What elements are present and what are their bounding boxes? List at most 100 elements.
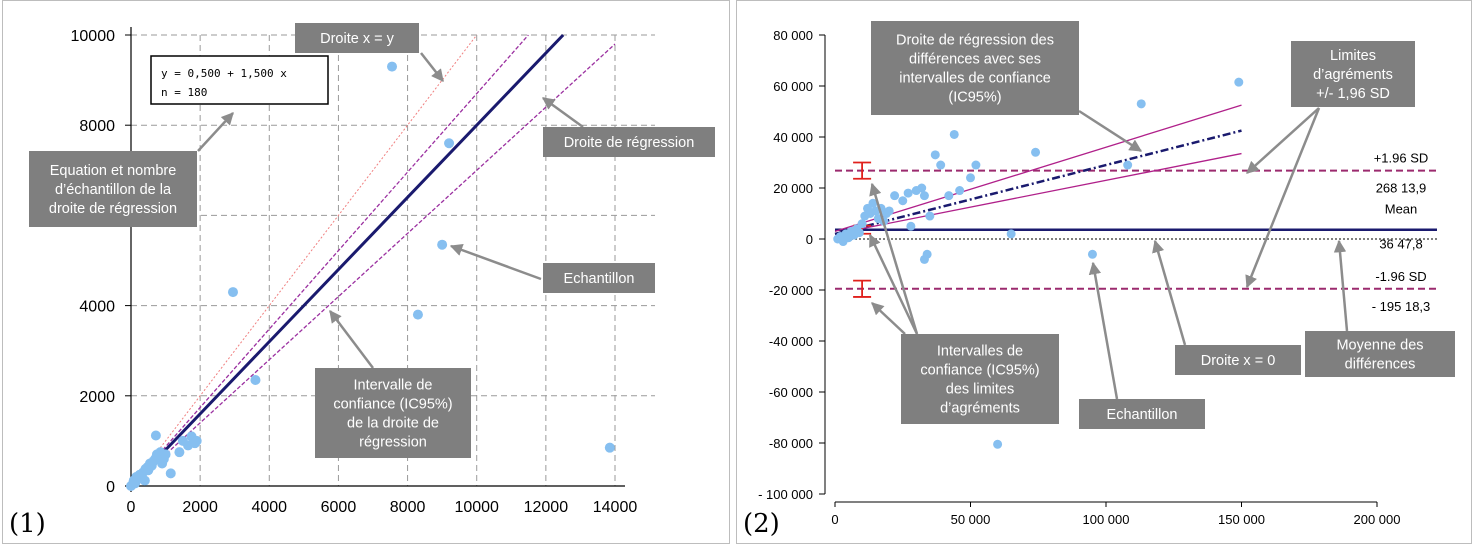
callout-text-ci-limits: Intervalles de [937,344,1023,360]
callout-text-regression: intervalles de confiance [899,71,1051,87]
callout-text-sample: Echantillon [564,271,635,287]
callout-arrow-ci-limits [871,302,906,335]
callout-text-equation: d’échantillon de la [55,182,172,198]
callout-text-zero: Droite x = 0 [1201,353,1276,369]
x-tick-label: 50 000 [951,512,991,527]
y-tick-label: 60 000 [773,79,813,94]
y-tick-label: -40 000 [769,334,813,349]
callout-text-regression: (IC95%) [948,90,1001,106]
callout-arrow-ci [329,310,374,369]
x-tick-label: 4000 [251,499,287,516]
callout-text-ci-limits: des limites [946,382,1015,398]
data-point [174,447,185,458]
callout-text-equation: Equation et nombre [50,163,177,179]
data-point [227,287,238,298]
callout-arrow-sample [1088,261,1119,400]
data-point [412,309,423,320]
data-point [868,198,878,208]
callout-arrow-limits [1245,107,1321,289]
callout-text-ci: de la droite de [347,416,439,432]
data-point [139,475,150,486]
callout-text-mean: Moyenne des [1336,338,1423,354]
y-tick-label: 20 000 [773,181,813,196]
y-tick-label: 8000 [79,118,115,135]
x-tick-label: 14000 [593,499,638,516]
callout-box-regression [871,21,1079,115]
data-point [1087,249,1097,259]
data-point [930,150,940,160]
y-tick-label: 10000 [71,28,116,45]
data-point [604,442,615,453]
panel-number-2: (2) [743,509,780,539]
regression-line [129,33,565,488]
data-point [925,211,935,221]
data-point [955,186,965,196]
callout-text-ci: Intervalle de [354,378,433,394]
data-point [857,219,867,229]
y-tick-label: 0 [106,479,115,496]
data-point [919,254,929,264]
method-comparison-chart: 0 2000 4000 6000 8000 10000 12000 14000 0 2000 400… [29,23,715,516]
x-tick-label: 0 [831,512,838,527]
x-tick-label: 200 000 [1354,512,1401,527]
x-tick-label: 8000 [390,499,426,516]
data-point [854,228,864,238]
data-point [993,439,1003,449]
panel-number-1: (1) [9,509,46,539]
y-tick-label: -20 000 [769,283,813,298]
x-tick-label: 150 000 [1218,512,1265,527]
data-point [437,239,448,250]
x-tick-label: 100 000 [1083,512,1130,527]
x-tick-label: 0 [127,499,136,516]
callout-arrow-regression [1078,109,1143,153]
y-tick-label: 0 [806,232,813,247]
callout-box-regression [543,127,715,157]
callout-arrow-regression [541,96,584,129]
callout-arrow-limits [1246,107,1320,174]
y-tick-label: 4000 [79,299,115,316]
callout-arrow-ci-limits [869,182,919,335]
callout-text-ci-limits: confiance (IC95%) [920,363,1039,379]
data-point [890,191,900,201]
callout-text-ci-limits: d’agréments [940,401,1020,417]
data-point [1006,229,1016,239]
data-point [949,129,959,139]
data-point [444,138,455,149]
callout-box-sample [543,263,655,293]
callout-text-ci: confiance (IC95%) [333,397,452,413]
callout-box-limits [1291,41,1415,107]
data-point [898,196,908,206]
callout-box-equation [29,151,197,227]
callout-text-mean: différences [1345,357,1416,373]
mean-label: Mean [1385,202,1418,217]
equation-box [150,55,329,105]
data-point [936,160,946,170]
callout-arrow-ci-limits [868,233,919,335]
data-point [387,61,398,72]
callout-text-identity: Droite x = y [320,31,394,47]
lower-limit-value: - 195 18,3 [1372,299,1431,314]
x-tick-label: 12000 [524,499,569,516]
y-tick-label: 40 000 [773,130,813,145]
data-point [919,191,929,201]
x-tick-label: 10000 [454,499,499,516]
ci-lower-line [130,43,616,487]
callout-text-limits: +/- 1,96 SD [1316,86,1390,102]
data-point [1234,77,1244,87]
data-point [906,221,916,231]
mean-value: 36 47,8 [1379,237,1422,252]
data-point [903,188,913,198]
data-point [250,375,261,386]
x-tick-label: 2000 [182,499,218,516]
regression-ci-upper-line [834,104,1242,232]
callout-box-zero [1175,345,1301,375]
lower-limit-label: -1.96 SD [1375,269,1426,284]
data-point [917,183,927,193]
upper-limit-value: 268 13,9 [1376,181,1427,196]
data-point [1031,147,1041,157]
callout-text-regression: Droite de régression [564,135,695,151]
upper-limit-label: +1.96 SD [1374,151,1429,166]
bland-altman-chart: 0 50 000 100 000 150 000 200 000 - 100 000 -80… [758,21,1455,527]
callout-text-equation: droite de régression [49,201,177,217]
ci-upper-line [130,34,529,487]
